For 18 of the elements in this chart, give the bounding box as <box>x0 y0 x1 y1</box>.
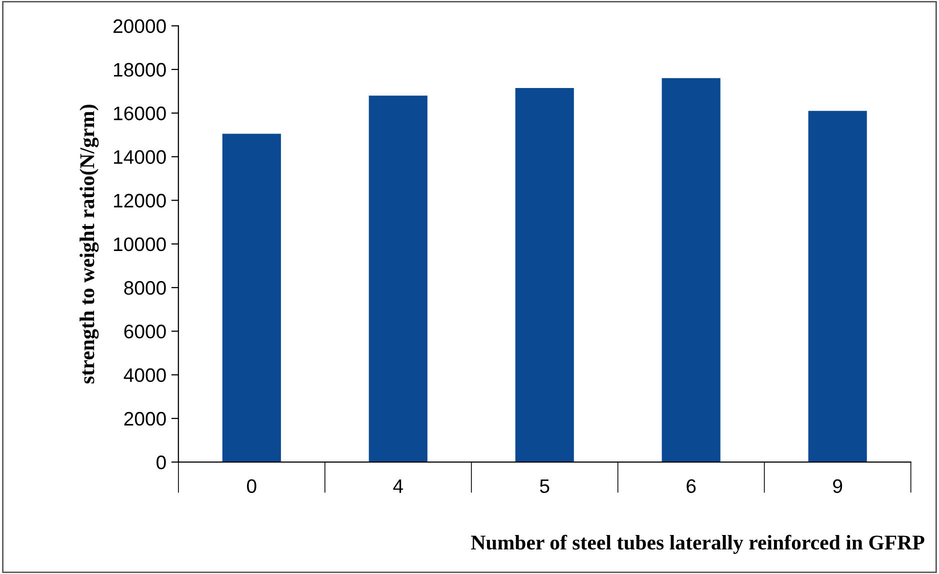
x-axis-title: Number of steel tubes laterally reinforced in GFRP <box>471 534 924 554</box>
y-tick-label: 16000 <box>114 106 166 120</box>
y-tick-label: 20000 <box>114 19 166 34</box>
y-tick-label: 14000 <box>114 150 166 164</box>
x-tick-label: 6 <box>686 479 696 494</box>
y-tick-label: 2000 <box>124 412 166 426</box>
y-tick-label: 6000 <box>124 324 166 338</box>
y-tick-label: 18000 <box>114 62 166 77</box>
y-axis-title: strength to weight ratio(N/grm) <box>80 104 99 384</box>
x-tick-label: 5 <box>540 479 550 494</box>
y-tick-label: 10000 <box>114 237 166 252</box>
x-tick-label: 4 <box>393 479 403 493</box>
x-tick-label: 9 <box>833 479 842 494</box>
y-tick-label: 4000 <box>124 368 166 382</box>
y-tick-label: 0 <box>156 456 166 470</box>
x-tick-label: 0 <box>247 479 256 494</box>
y-tick-label: 12000 <box>114 194 166 208</box>
y-tick-label: 8000 <box>124 281 166 295</box>
